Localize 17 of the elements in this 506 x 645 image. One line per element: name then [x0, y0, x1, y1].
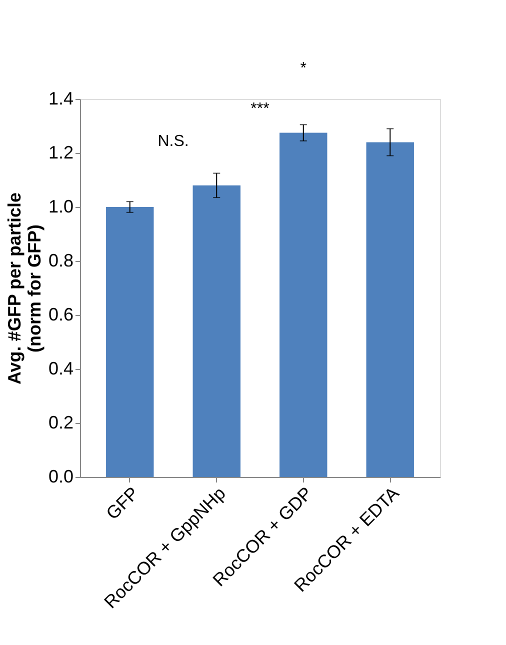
annotation: N.S.: [158, 133, 189, 150]
y-axis-title: Avg. #GFP per particle (norm for GFP): [4, 192, 44, 385]
bar: [366, 142, 414, 477]
y-tick-label: 0.2: [48, 412, 74, 432]
bar: [192, 185, 240, 477]
bar: [106, 207, 154, 477]
y-tick-label: 1.2: [48, 142, 74, 162]
y-tick-label: 0.8: [48, 250, 74, 270]
y-tick-label: 1.4: [48, 88, 74, 108]
y-tick-label: 0.6: [48, 304, 74, 324]
bar: [280, 132, 328, 477]
annotation: ***: [250, 100, 270, 118]
text: *: [300, 60, 306, 78]
y-tick-label: 0.4: [48, 358, 74, 378]
y-tick-label: 0.0: [48, 466, 74, 486]
x-tick-label: GFP: [102, 483, 143, 524]
y-tick-label: 1.0: [48, 196, 74, 216]
